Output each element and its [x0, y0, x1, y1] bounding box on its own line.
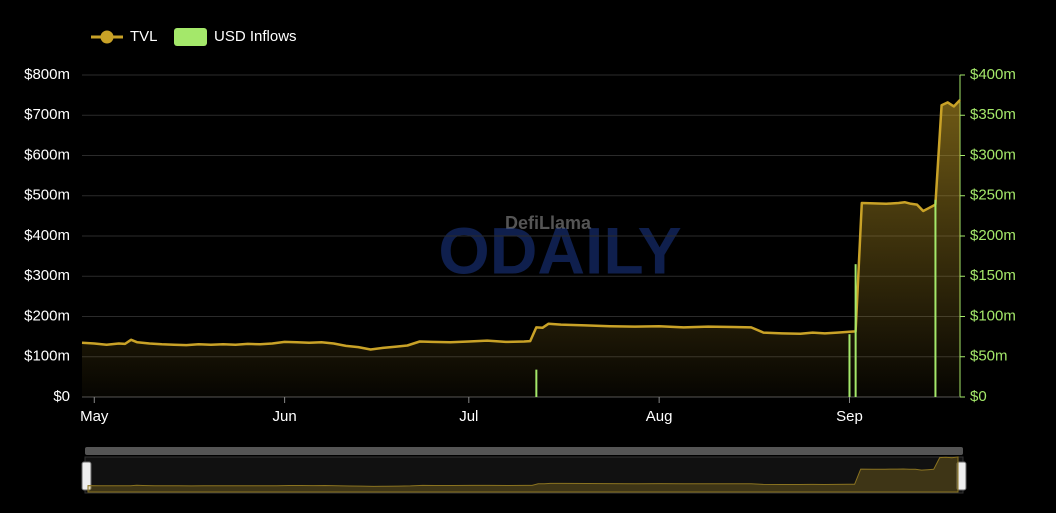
legend-swatch[interactable]	[174, 28, 207, 46]
y2-tick-label: $200m	[970, 227, 1016, 244]
y-tick-label: $300m	[24, 267, 70, 284]
y-tick-label: $400m	[24, 227, 70, 244]
y-tick-label: $800m	[24, 66, 70, 83]
watermark: DefiLlama	[505, 213, 592, 233]
y-tick-label: $700m	[24, 106, 70, 123]
x-tick-label: Aug	[646, 408, 673, 425]
y2-tick-label: $150m	[970, 267, 1016, 284]
navigator-area	[87, 456, 959, 493]
y2-tick-label: $100m	[970, 307, 1016, 324]
x-tick-label: Jul	[459, 408, 478, 425]
y-tick-label: $500m	[24, 187, 70, 204]
y-tick-label: $100m	[24, 348, 70, 365]
inflow-bar	[854, 264, 857, 397]
inflow-bar	[848, 334, 851, 397]
inflow-bar	[934, 199, 937, 397]
y2-tick-label: $300m	[970, 146, 1016, 163]
y2-tick-label: $400m	[970, 66, 1016, 83]
y2-tick-label: $350m	[970, 106, 1016, 123]
navigator-bar[interactable]	[85, 447, 963, 455]
y-tick-label: $0	[53, 388, 70, 405]
inflow-bar	[535, 369, 538, 397]
y-tick-label: $600m	[24, 146, 70, 163]
tvl-line	[81, 99, 961, 351]
watermark: ODAILY	[438, 213, 681, 287]
legend-label[interactable]: TVL	[130, 28, 158, 45]
x-tick-label: Jun	[273, 408, 297, 425]
y2-tick-label: $50m	[970, 348, 1008, 365]
legend-marker[interactable]	[100, 30, 114, 44]
legend-label[interactable]: USD Inflows	[214, 28, 297, 45]
x-tick-label: May	[80, 408, 109, 425]
tvl-area	[82, 100, 960, 397]
y-tick-label: $200m	[24, 307, 70, 324]
navigator-handle[interactable]	[956, 461, 967, 491]
x-tick-label: Sep	[836, 408, 863, 425]
y2-tick-label: $0	[970, 388, 987, 405]
navigator-handle[interactable]	[81, 461, 92, 491]
y2-tick-label: $250m	[970, 187, 1016, 204]
